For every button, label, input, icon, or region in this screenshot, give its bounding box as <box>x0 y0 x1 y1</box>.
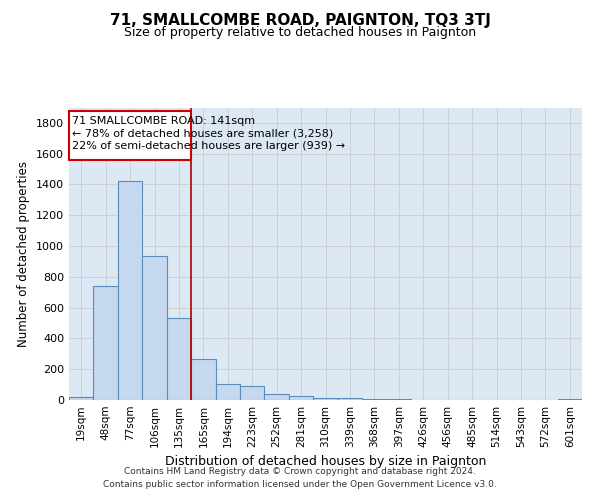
Bar <box>289 396 313 400</box>
Bar <box>142 256 167 400</box>
Bar <box>313 398 338 400</box>
Bar <box>265 394 289 400</box>
Y-axis label: Number of detached properties: Number of detached properties <box>17 161 31 347</box>
Text: 22% of semi-detached houses are larger (939) →: 22% of semi-detached houses are larger (… <box>72 142 345 152</box>
Bar <box>240 386 265 400</box>
Text: Contains HM Land Registry data © Crown copyright and database right 2024.: Contains HM Land Registry data © Crown c… <box>124 467 476 476</box>
Bar <box>215 384 240 400</box>
X-axis label: Distribution of detached houses by size in Paignton: Distribution of detached houses by size … <box>165 456 486 468</box>
Bar <box>69 396 94 400</box>
FancyBboxPatch shape <box>70 112 191 160</box>
Bar <box>94 286 118 400</box>
Bar <box>118 182 142 400</box>
Text: Contains public sector information licensed under the Open Government Licence v3: Contains public sector information licen… <box>103 480 497 489</box>
Text: ← 78% of detached houses are smaller (3,258): ← 78% of detached houses are smaller (3,… <box>72 128 333 138</box>
Bar <box>191 359 215 400</box>
Bar <box>557 399 582 400</box>
Bar <box>362 399 386 400</box>
Bar <box>386 399 411 400</box>
Text: Size of property relative to detached houses in Paignton: Size of property relative to detached ho… <box>124 26 476 39</box>
Text: 71, SMALLCOMBE ROAD, PAIGNTON, TQ3 3TJ: 71, SMALLCOMBE ROAD, PAIGNTON, TQ3 3TJ <box>110 12 490 28</box>
Text: 71 SMALLCOMBE ROAD: 141sqm: 71 SMALLCOMBE ROAD: 141sqm <box>72 116 255 126</box>
Bar <box>338 398 362 400</box>
Bar <box>167 318 191 400</box>
